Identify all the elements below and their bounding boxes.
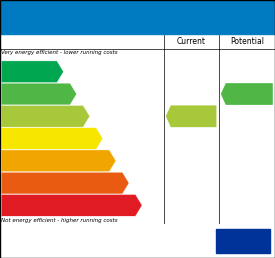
Text: Not energy efficient - higher running costs: Not energy efficient - higher running co… [1, 218, 118, 223]
Text: G: G [133, 200, 141, 210]
Text: Energy Efficiency Rating: Energy Efficiency Rating [46, 10, 229, 23]
Text: (92 plus): (92 plus) [3, 69, 31, 74]
Text: E: E [108, 156, 115, 166]
Text: D: D [94, 134, 102, 143]
Text: Current: Current [177, 37, 206, 45]
Text: (69-80): (69-80) [3, 114, 26, 119]
Text: Very energy efficient - lower running costs: Very energy efficient - lower running co… [1, 50, 118, 55]
Text: A: A [55, 67, 62, 77]
Text: (21-38): (21-38) [3, 181, 26, 186]
Text: B: B [68, 89, 76, 99]
Text: (55-68): (55-68) [3, 136, 26, 141]
Text: F: F [121, 178, 128, 188]
Text: (81-91): (81-91) [3, 92, 26, 96]
Text: EU Directive
2002/91/EC: EU Directive 2002/91/EC [149, 235, 192, 248]
Text: C: C [81, 111, 89, 121]
Text: England & Wales: England & Wales [8, 236, 113, 246]
Text: Potential: Potential [230, 37, 264, 45]
Text: (1-20): (1-20) [3, 203, 22, 208]
Text: (39-54): (39-54) [3, 158, 26, 163]
Text: 81: 81 [241, 89, 257, 99]
Text: 73: 73 [186, 111, 201, 121]
